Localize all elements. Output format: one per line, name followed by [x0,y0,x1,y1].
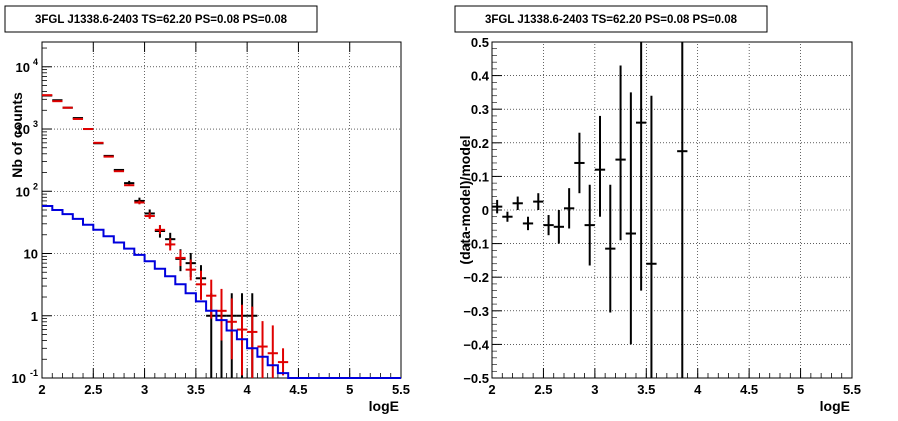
y-tick-label: 10 [24,247,38,262]
right-grid [492,42,852,378]
y-tick-label: −0.2 [463,270,489,285]
x-tick-label: 3.5 [187,382,205,397]
x-tick-label: 4.5 [740,382,758,397]
model-point [226,298,237,360]
y-tick-exponent: 3 [33,119,38,129]
x-tick-label: 2.5 [84,382,102,397]
right-y-axis-label: (data-model)/model [457,135,473,264]
y-tick-exponent: -1 [30,368,38,378]
x-tick-label: 4 [244,382,252,397]
residual-point [594,115,606,217]
y-tick-label: −0.5 [463,371,489,386]
x-tick-label: 5 [346,382,353,397]
y-tick-label: 10 [16,60,30,75]
x-tick-label: 4.5 [289,382,307,397]
left-y-axis-label: Nb of counts [9,92,25,178]
residual-point [522,216,534,231]
model-point [185,259,196,281]
residual-point [636,42,647,291]
y-tick-label: 0.5 [471,35,489,50]
y-tick-label: 0.1 [471,169,489,184]
residual-point [584,184,595,266]
model-point [154,225,166,235]
x-tick-label: 5.5 [392,382,410,397]
x-tick-label: 3 [141,382,148,397]
x-tick-label: 2 [488,382,495,397]
y-tick-label: −0.4 [463,337,489,352]
residual-point [625,92,636,345]
right-marks [492,42,688,378]
model-point [277,348,289,376]
model-point [175,250,186,266]
x-tick-label: 5.5 [843,382,861,397]
residual-point [605,184,616,313]
residual-point [512,196,523,210]
residual-point [543,215,554,236]
model-point [144,212,155,219]
right-x-axis-label: logE [820,398,850,414]
right-axis-ticks: 2 2.5 3 3.5 4 4.5 5 5.5 −0.5 −0.4 −0.3 −0.2 −0.1 0 0.1… [463,35,861,397]
y-tick-label: 0.4 [471,69,490,84]
y-tick-exponent: 2 [33,181,38,191]
model-point [206,279,217,319]
y-tick-label: 0 [482,203,489,218]
right-title-box: 3FGL J1338.6-2403 TS=62.20 PS=0.08 PS=0.… [454,5,768,33]
model-point [257,321,268,378]
model-point [216,288,227,341]
x-tick-label: 2 [38,382,45,397]
y-tick-label: 10 [16,122,30,137]
model-point [165,238,176,251]
x-tick-label: 5 [797,382,804,397]
residual-point [646,95,657,378]
residual-point [502,211,513,222]
model-point [267,325,278,378]
left-x-axis-label: logE [369,398,399,414]
residual-point [677,42,688,378]
residual-point [492,199,503,214]
left-grid [42,42,401,378]
residual-point [564,188,575,229]
left-chart-title: 3FGL J1338.6-2403 TS=62.20 PS=0.08 PS=0.… [35,14,288,26]
y-tick-label: 0.2 [471,136,489,151]
model-histogram-line [42,205,401,379]
x-tick-label: 3.5 [637,382,655,397]
model-point [134,200,145,205]
y-tick-exponent: 4 [33,57,38,67]
right-chart-title: 3FGL J1338.6-2403 TS=62.20 PS=0.08 PS=0.… [485,14,738,26]
y-tick-label: −0.1 [463,237,489,252]
x-tick-label: 2.5 [534,382,552,397]
x-tick-label: 3 [591,382,598,397]
residual-point [553,210,564,244]
residual-point [615,65,626,241]
y-tick-label: 0.3 [471,102,489,117]
model-point [195,270,207,300]
right-panel: 2 2.5 3 3.5 4 4.5 5 5.5 −0.5 −0.4 −0.3 −0.2 −0.1 0 0.1… [454,5,861,414]
left-title-box: 3FGL J1338.6-2403 TS=62.20 PS=0.08 PS=0.… [4,5,318,33]
residual-point [574,132,585,194]
y-tick-label: 1 [31,309,38,324]
y-tick-label: 10 [16,184,30,199]
model-point [247,306,258,378]
y-tick-label: −0.3 [463,304,489,319]
y-tick-label: 10 [12,371,26,386]
left-marks [42,94,401,379]
residual-point [533,193,544,210]
x-tick-label: 4 [694,382,702,397]
